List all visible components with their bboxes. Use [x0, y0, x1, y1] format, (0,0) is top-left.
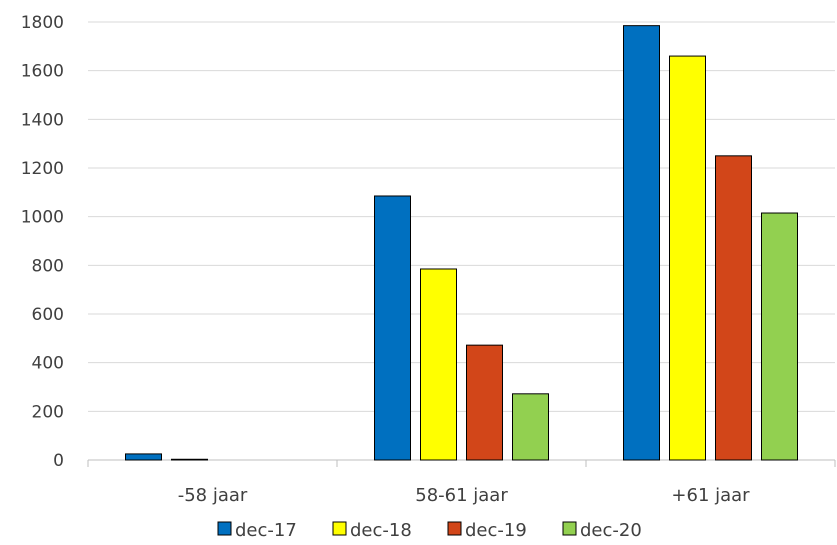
bar-dec-20-+61 jaar: [761, 212, 798, 461]
legend-swatch-dec-20: [562, 521, 577, 536]
legend-label: dec-18: [350, 520, 412, 541]
bar-dec-20-58-61 jaar: [512, 393, 549, 461]
y-tick-label: 0: [53, 451, 64, 471]
y-tick-label: 1800: [21, 13, 64, 33]
legend-swatch-dec-18: [332, 521, 347, 536]
bars: [125, 25, 798, 461]
bar-dec-19-+61 jaar: [715, 155, 752, 461]
legend-label: dec-19: [465, 520, 527, 541]
y-tick-label: 600: [32, 305, 64, 325]
y-tick-label: 1600: [21, 62, 64, 82]
bar-dec-17--58 jaar: [125, 453, 162, 461]
y-tick-label: 1000: [21, 208, 64, 228]
y-tick-label: 1400: [21, 110, 64, 130]
legend-swatch-dec-17: [217, 521, 232, 536]
x-category-label: +61 jaar: [671, 485, 750, 506]
y-tick-label: 400: [32, 354, 64, 374]
legend-swatch-dec-19: [447, 521, 462, 536]
y-tick-label: 200: [32, 402, 64, 422]
legend: dec-17 dec-18 dec-19 dec-20: [217, 520, 642, 541]
bar-dec-18-+61 jaar: [669, 55, 706, 461]
gridlines: [88, 21, 835, 412]
bar-dec-17-+61 jaar: [623, 25, 660, 461]
bar-dec-18--58 jaar: [171, 458, 208, 461]
x-category-label: 58-61 jaar: [415, 485, 508, 506]
legend-label: dec-17: [235, 520, 297, 541]
legend-label: dec-20: [580, 520, 642, 541]
bar-dec-19-58-61 jaar: [466, 344, 503, 461]
bar-dec-18-58-61 jaar: [420, 268, 457, 461]
y-tick-label: 800: [32, 256, 64, 276]
bar-dec-17-58-61 jaar: [374, 195, 411, 461]
x-category-label: -58 jaar: [178, 485, 248, 506]
y-tick-label: 1200: [21, 159, 64, 179]
